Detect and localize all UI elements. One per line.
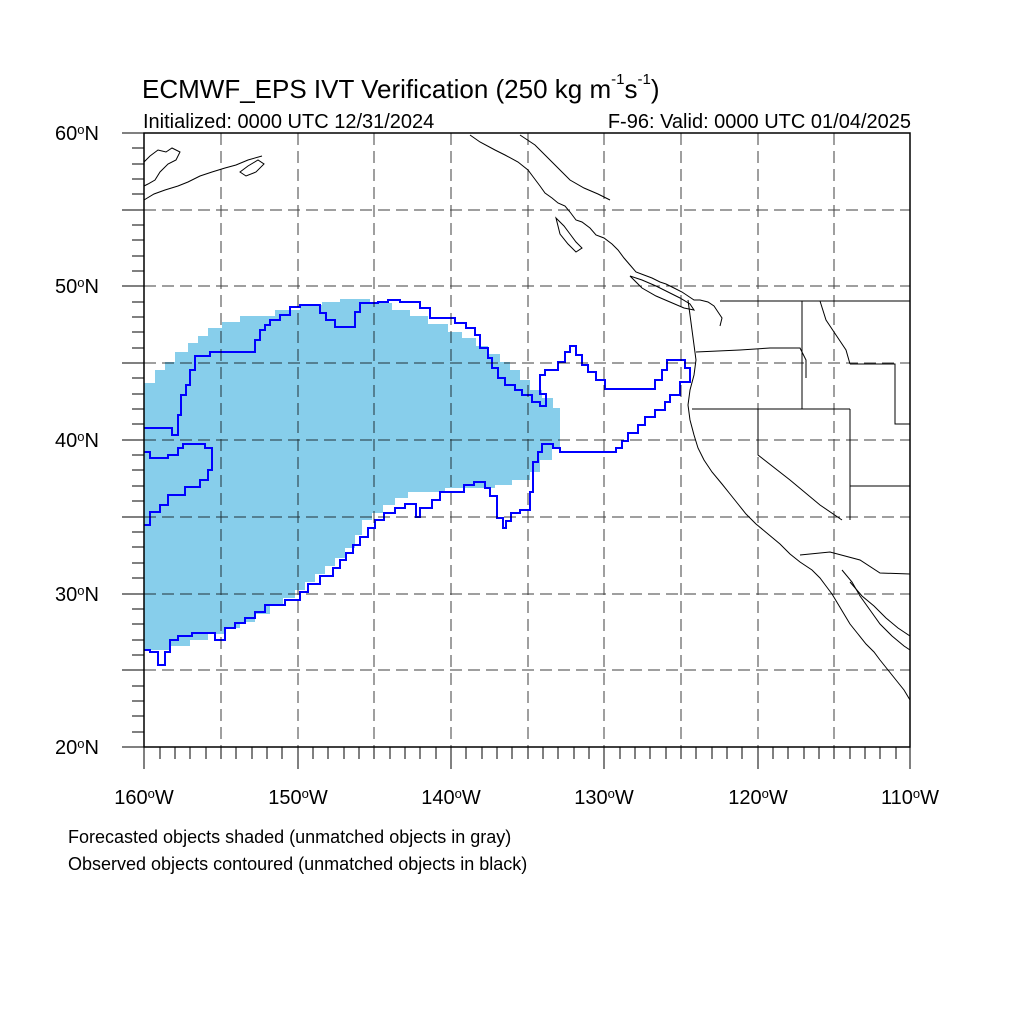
forecast-object [144, 299, 560, 650]
vancouver-island [629, 275, 696, 311]
lon-label-value: 130 [574, 787, 608, 809]
lon-label-120w: 120oW [718, 786, 798, 809]
lat-label-value: 60 [55, 123, 78, 145]
alaska-peninsula [143, 155, 263, 201]
lat-label-value: 40 [55, 430, 78, 452]
lon-label-150w: 150oW [258, 786, 338, 809]
title-sup-2: -1 [637, 71, 651, 88]
lat-label-20n: 20oN [55, 736, 107, 759]
degree-symbol: o [454, 786, 462, 801]
baja-gulf-coast [841, 569, 911, 651]
degree-symbol: o [77, 275, 85, 290]
lat-gridlines [144, 209, 910, 671]
lon-label-value: 110 [880, 787, 913, 809]
lon-label-suffix: W [768, 787, 788, 809]
title-sup-1: -1 [611, 71, 625, 88]
lat-label-suffix: N [84, 430, 99, 452]
left-minor-ticks [122, 147, 144, 733]
lon-label-suffix: W [308, 787, 328, 809]
lon-label-value: 140 [421, 787, 455, 809]
lat-label-suffix: N [84, 737, 99, 759]
lon-label-value: 150 [268, 787, 302, 809]
political-boundaries [692, 300, 911, 575]
degree-symbol: o [77, 583, 85, 598]
chart-title: ECMWF_EPS IVT Verification (250 kg m-1s-… [142, 72, 660, 104]
valid-time: F-96: Valid: 0000 UTC 01/04/2025 [607, 111, 911, 133]
degree-symbol: o [301, 786, 309, 801]
degree-symbol: o [77, 122, 85, 137]
map-grid [144, 133, 910, 747]
lat-label-suffix: N [84, 276, 99, 298]
degree-symbol: o [77, 736, 85, 751]
us-mexico-border [799, 551, 911, 575]
title-main: ECMWF_EPS IVT Verification (250 kg m [142, 74, 612, 104]
degree-symbol: o [607, 786, 615, 801]
bottom-minor-ticks [159, 747, 897, 759]
observed-contour-secondary [144, 443, 213, 526]
haida-gwaii [555, 216, 583, 253]
initialized-time: Initialized: 0000 UTC 12/31/2024 [143, 111, 435, 133]
lon-label-suffix: W [920, 787, 939, 809]
lon-label-value: 160 [114, 787, 148, 809]
coastlines [143, 134, 911, 701]
ca-nv-border [757, 409, 843, 521]
wa-or-border [695, 347, 807, 378]
lon-label-suffix: W [614, 787, 634, 809]
title-end: ) [650, 74, 660, 104]
kodiak-island [239, 159, 265, 177]
lat-label-value: 30 [55, 584, 78, 606]
bc-coast [469, 134, 723, 327]
degree-symbol: o [761, 786, 769, 801]
bottom-major-ticks [143, 747, 911, 769]
title-mid: s [624, 74, 638, 104]
forecast-shaded-area [144, 299, 560, 650]
degree-symbol: o [912, 786, 921, 801]
lon-label-suffix: W [154, 787, 174, 809]
lon-label-130w: 130oW [564, 786, 644, 809]
id-ut-border [850, 363, 910, 425]
lat-label-value: 50 [55, 276, 78, 298]
lat-label-40n: 40oN [55, 429, 107, 452]
lat-label-value: 20 [55, 737, 78, 759]
mexico-mainland-coast [849, 581, 911, 637]
lat-label-suffix: N [84, 584, 99, 606]
lat-label-30n: 30oN [55, 583, 107, 606]
lon-label-110w: 110oW [870, 786, 950, 809]
baja-california [831, 593, 911, 701]
bc-inner-coast [519, 134, 611, 201]
axis-ticks [122, 132, 911, 769]
alaska-coast [143, 147, 181, 187]
degree-symbol: o [147, 786, 155, 801]
lon-label-value: 120 [728, 787, 762, 809]
observed-contour-main [144, 299, 691, 666]
lon-label-140w: 140oW [411, 786, 491, 809]
us-west-coast [687, 299, 833, 595]
observed-note: Observed objects contoured (unmatched ob… [68, 854, 528, 874]
id-mt-border [819, 300, 851, 365]
lat-label-suffix: N [84, 123, 99, 145]
lon-label-suffix: W [461, 787, 481, 809]
forecast-note: Forecasted objects shaded (unmatched obj… [68, 827, 512, 847]
lat-label-50n: 50oN [55, 275, 107, 298]
lat-label-60n: 60oN [55, 122, 107, 145]
observed-objects [144, 299, 691, 666]
degree-symbol: o [77, 429, 85, 444]
lon-label-160w: 160oW [104, 786, 184, 809]
left-major-ticks [122, 132, 144, 748]
